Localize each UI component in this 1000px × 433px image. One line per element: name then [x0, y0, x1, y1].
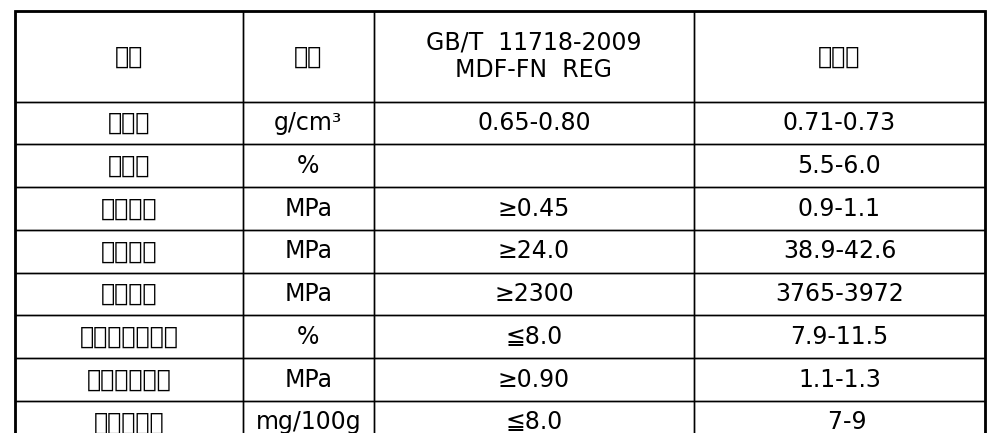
Text: 甲醛释放量: 甲醛释放量 [94, 410, 164, 433]
Text: MPa: MPa [284, 239, 332, 263]
Text: ≦8.0: ≦8.0 [505, 325, 563, 349]
Text: 板密度: 板密度 [108, 111, 150, 135]
Text: 单位: 单位 [294, 44, 323, 68]
Text: ≥0.90: ≥0.90 [498, 368, 570, 391]
Text: 表面结合强度: 表面结合强度 [87, 368, 171, 391]
Text: 0.71-0.73: 0.71-0.73 [783, 111, 896, 135]
Text: 0.9-1.1: 0.9-1.1 [798, 197, 881, 220]
Text: 7-9: 7-9 [813, 410, 866, 433]
Text: 吸水厚度膨胀率: 吸水厚度膨胀率 [80, 325, 178, 349]
Text: GB/T  11718-2009
MDF-FN  REG: GB/T 11718-2009 MDF-FN REG [426, 30, 642, 82]
Text: 38.9-42.6: 38.9-42.6 [783, 239, 896, 263]
Text: 检测值: 检测值 [818, 44, 861, 68]
Text: %: % [297, 325, 320, 349]
Text: MPa: MPa [284, 282, 332, 306]
Text: ≥24.0: ≥24.0 [498, 239, 570, 263]
Text: ≥2300: ≥2300 [494, 282, 574, 306]
Text: MPa: MPa [284, 368, 332, 391]
Text: 0.65-0.80: 0.65-0.80 [477, 111, 591, 135]
Text: 板含水: 板含水 [108, 154, 150, 178]
Text: 弹性模量: 弹性模量 [101, 282, 157, 306]
Text: 项目: 项目 [115, 44, 143, 68]
Text: ≦8.0: ≦8.0 [505, 410, 563, 433]
Text: 静曲强度: 静曲强度 [101, 239, 157, 263]
Text: mg/100g: mg/100g [256, 410, 361, 433]
Text: 1.1-1.3: 1.1-1.3 [798, 368, 881, 391]
Text: MPa: MPa [284, 197, 332, 220]
Text: %: % [297, 154, 320, 178]
Text: ≥0.45: ≥0.45 [498, 197, 570, 220]
Text: 3765-3972: 3765-3972 [775, 282, 904, 306]
Text: 5.5-6.0: 5.5-6.0 [798, 154, 881, 178]
Text: g/cm³: g/cm³ [274, 111, 343, 135]
Text: 7.9-11.5: 7.9-11.5 [790, 325, 889, 349]
Text: 内结强度: 内结强度 [101, 197, 157, 220]
